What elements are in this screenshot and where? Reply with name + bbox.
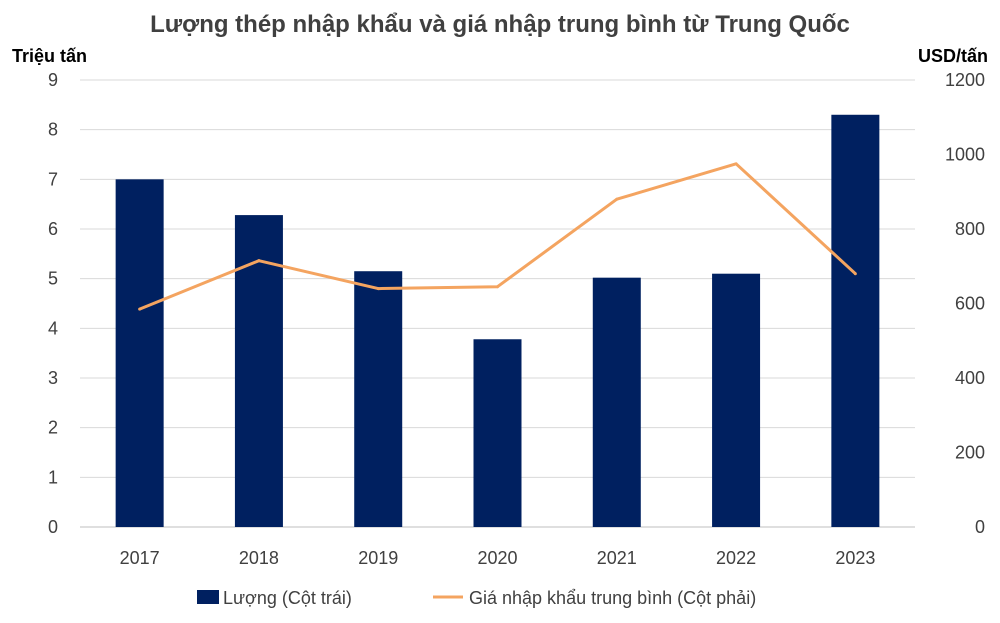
right-tick-label: 600 [955,294,985,314]
left-tick-label: 6 [48,219,58,239]
left-tick-label: 1 [48,467,58,487]
line-point [138,307,142,311]
right-axis-ticks: 0 200 400 600 800 1000 1200 [945,70,985,537]
line-series [138,162,857,311]
bar [115,179,164,528]
bar [831,114,880,528]
right-tick-label: 400 [955,368,985,388]
bar [712,273,761,527]
x-tick-label: 2019 [358,548,398,568]
line-point [615,197,619,201]
legend-bar-swatch [197,590,219,604]
bar-series [115,114,880,528]
x-tick-label: 2017 [120,548,160,568]
left-tick-label: 5 [48,269,58,289]
left-tick-label: 8 [48,120,58,140]
line-point [376,287,380,291]
bar [473,339,522,527]
right-axis-title: USD/tấn [918,46,988,66]
x-tick-label: 2021 [597,548,637,568]
line-point [853,272,857,276]
chart-title: Lượng thép nhập khẩu và giá nhập trung b… [150,11,850,38]
left-tick-label: 0 [48,517,58,537]
right-tick-label: 800 [955,219,985,239]
right-tick-label: 200 [955,443,985,463]
left-tick-label: 3 [48,368,58,388]
x-axis-ticks: 2017 2018 2019 2020 2021 2022 2023 [120,548,876,568]
left-tick-label: 7 [48,169,58,189]
x-tick-label: 2023 [835,548,875,568]
left-tick-label: 4 [48,318,58,338]
legend: Lượng (Cột trái) Giá nhập khẩu trung bìn… [197,588,756,608]
left-axis-ticks: 0 1 2 3 4 5 6 7 8 9 [48,70,58,537]
gridlines [80,79,915,528]
left-tick-label: 9 [48,70,58,90]
legend-line-label: Giá nhập khẩu trung bình (Cột phải) [469,588,756,608]
right-tick-label: 1200 [945,70,985,90]
x-tick-label: 2022 [716,548,756,568]
bar [592,277,641,527]
right-tick-label: 1000 [945,145,985,165]
left-tick-label: 2 [48,418,58,438]
line-point [257,259,261,263]
right-tick-label: 0 [975,517,985,537]
line-point [496,285,499,289]
legend-bar-label: Lượng (Cột trái) [223,588,352,608]
x-tick-label: 2018 [239,548,279,568]
bar [354,271,403,527]
x-tick-label: 2020 [477,548,517,568]
left-axis-title: Triệu tấn [12,46,87,66]
line-point [734,162,738,166]
